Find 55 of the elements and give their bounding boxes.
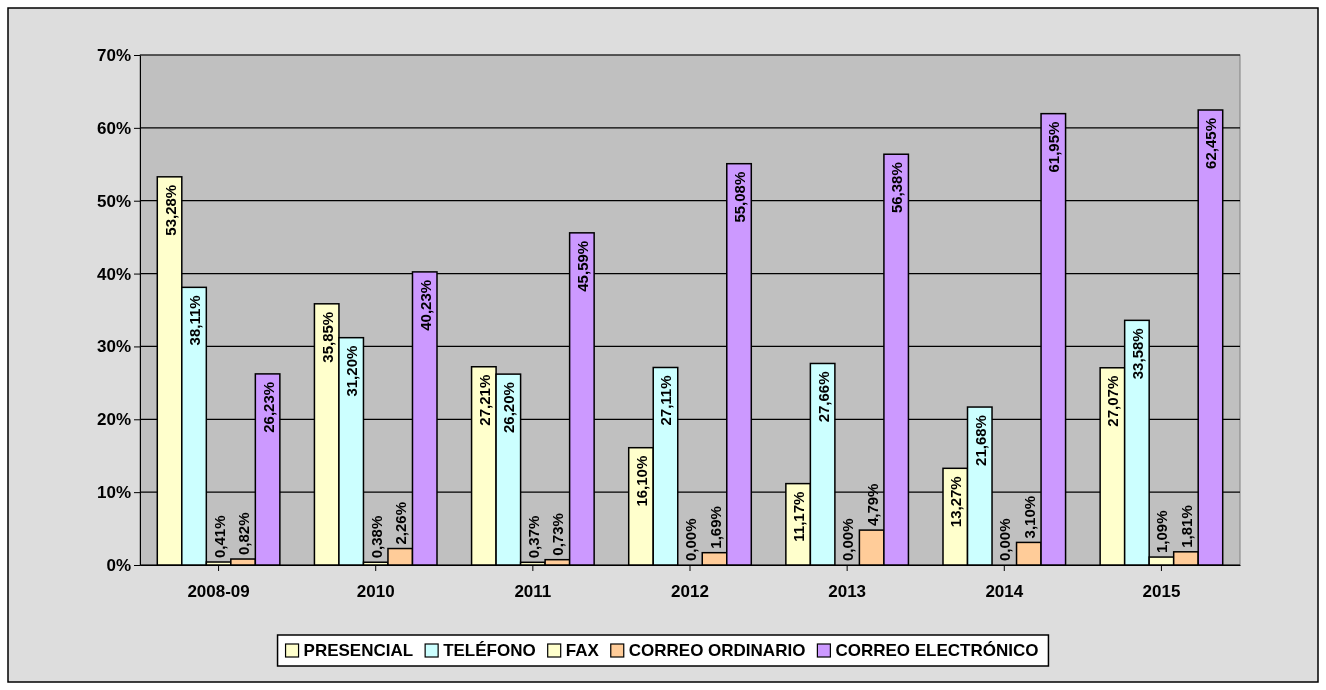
- data-label: 26,20%: [500, 382, 518, 433]
- data-label: 1,81%: [1177, 505, 1195, 548]
- data-label: 16,10%: [632, 455, 650, 507]
- data-label: 0,82%: [235, 512, 253, 556]
- data-label: 33,58%: [1128, 328, 1146, 380]
- data-label: 35,85%: [318, 311, 336, 363]
- data-label: 1,09%: [1153, 510, 1171, 554]
- data-label: 11,17%: [790, 491, 808, 542]
- x-tick-label: 2010: [356, 582, 395, 602]
- x-tick-label: 2011: [514, 582, 552, 602]
- data-label: 0,73%: [549, 513, 567, 556]
- legend-label: FAX: [565, 641, 600, 660]
- data-label: 0,00%: [682, 518, 699, 561]
- data-label: 40,23%: [416, 279, 434, 331]
- x-tick-label: 2013: [828, 582, 867, 602]
- y-tick-label: 0%: [106, 555, 131, 575]
- legend-label: CORREO ORDINARIO: [628, 641, 806, 660]
- y-tick-label: 70%: [96, 45, 131, 65]
- data-label: 4,79%: [863, 483, 881, 527]
- y-tick-label: 60%: [96, 118, 131, 138]
- x-tick-label: 2015: [1142, 582, 1181, 602]
- y-tick-label: 50%: [96, 191, 131, 211]
- data-label: 21,68%: [971, 415, 989, 466]
- data-label: 2,26%: [392, 501, 410, 545]
- data-label: 3,10%: [1020, 495, 1038, 539]
- data-label: 55,08%: [731, 171, 749, 223]
- data-label: 26,23%: [259, 381, 277, 433]
- data-label: 27,11%: [657, 375, 675, 426]
- data-label: 27,66%: [814, 371, 832, 423]
- data-label: 0,41%: [210, 515, 228, 559]
- data-label: 0,00%: [839, 518, 857, 561]
- data-label: 31,20%: [343, 345, 361, 397]
- data-label: 1,69%: [706, 506, 724, 549]
- legend-label: TELÉFONO: [443, 641, 536, 660]
- data-label: 45,59%: [573, 240, 591, 292]
- data-label: 0,38%: [367, 515, 385, 559]
- data-label: 61,95%: [1045, 121, 1063, 173]
- y-tick-label: 40%: [96, 264, 131, 284]
- legend-label: CORREO ELECTRÓNICO: [835, 641, 1039, 660]
- data-label: 53,28%: [161, 184, 179, 236]
- legend-label: PRESENCIAL: [303, 641, 414, 660]
- data-label: 0,00%: [996, 518, 1014, 561]
- y-tick-label: 30%: [96, 337, 131, 357]
- data-label: 62,45%: [1202, 118, 1220, 169]
- data-label: 13,27%: [947, 476, 965, 528]
- x-tick-label: 2012: [671, 582, 709, 602]
- data-label: 38,11%: [186, 295, 204, 346]
- y-tick-label: 20%: [96, 410, 131, 430]
- y-tick-label: 10%: [96, 483, 131, 503]
- x-tick-label: 2008-09: [187, 582, 250, 602]
- data-label: 27,07%: [1104, 375, 1122, 427]
- data-label: 27,21%: [475, 374, 493, 426]
- data-label: 0,37%: [524, 515, 542, 559]
- data-label: 56,38%: [888, 162, 906, 214]
- x-tick-label: 2014: [985, 582, 1024, 602]
